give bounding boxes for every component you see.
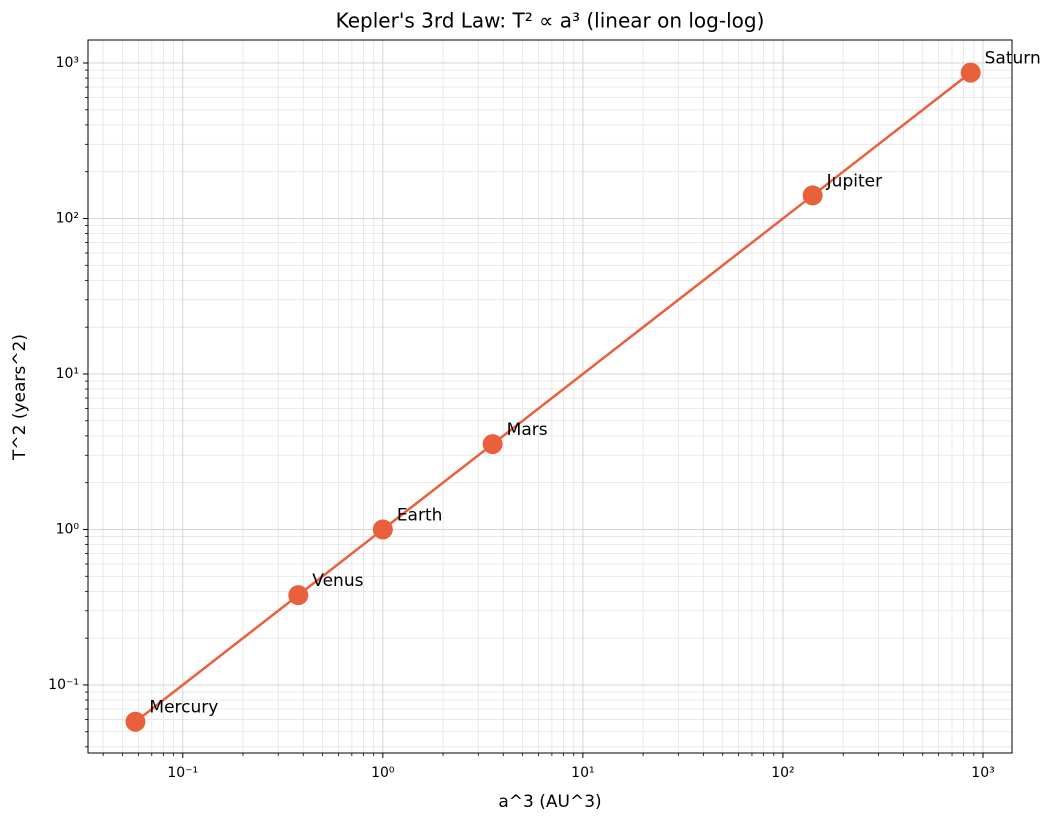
y-tick-label: 10¹	[56, 366, 79, 382]
x-axis-label: a^3 (AU^3)	[498, 792, 601, 812]
x-tick-label: 10³	[971, 765, 994, 781]
plot-frame	[87, 39, 1013, 754]
chart-title: Kepler's 3rd Law: T² ∝ a³ (linear on log…	[336, 9, 765, 33]
y-tick-label: 10³	[56, 55, 79, 71]
y-tick-label: 10⁰	[56, 521, 80, 537]
data-line	[134, 71, 972, 723]
point-label: Venus	[312, 571, 363, 591]
data-point	[288, 585, 309, 606]
x-tick-label: 10⁰	[371, 765, 395, 781]
data-point	[802, 185, 823, 206]
point-label: Earth	[397, 505, 443, 525]
x-tick-label: 10⁻¹	[167, 765, 198, 781]
y-axis-label: T^2 (years^2)	[10, 334, 30, 461]
point-label: Saturn	[985, 49, 1041, 69]
point-label: Jupiter	[826, 171, 882, 191]
data-point	[960, 62, 981, 83]
data-point	[125, 711, 146, 732]
y-tick-label: 10²	[56, 210, 79, 226]
data-point	[372, 519, 393, 540]
y-tick-label: 10⁻¹	[48, 677, 79, 693]
point-label: Mars	[507, 420, 548, 440]
point-label: Mercury	[149, 698, 218, 718]
x-tick-label: 10¹	[571, 765, 594, 781]
data-point	[482, 434, 503, 455]
x-tick-label: 10²	[771, 765, 794, 781]
